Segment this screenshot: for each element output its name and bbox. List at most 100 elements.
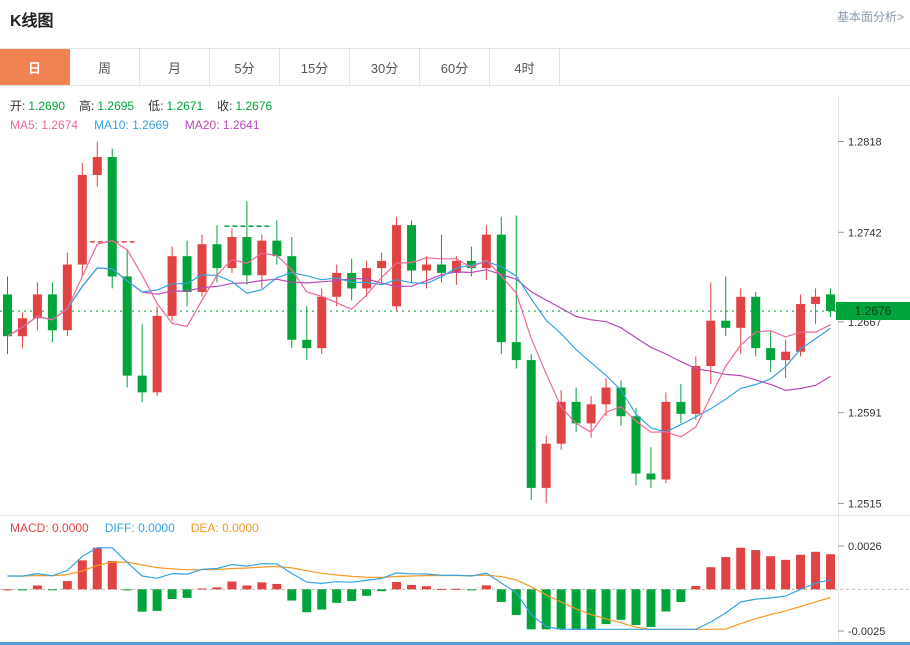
tab-month[interactable]: 月 [140, 49, 210, 85]
candle [92, 157, 102, 175]
macd-bar [212, 587, 222, 590]
ma10-label: MA10: [94, 118, 129, 132]
macd-bar [436, 588, 446, 590]
tab-day[interactable]: 日 [0, 49, 70, 85]
main-chart-area: 1.2818 1.2742 1.2667 1.2591 1.2515 开: 1.2690 高… [0, 87, 910, 515]
tab-week[interactable]: 周 [70, 49, 140, 85]
macd-bar [32, 585, 42, 590]
candle [541, 443, 551, 488]
ohlc-readout: 开: 1.2690 高: 1.2695 低: 1.2671 收: 1.2676 [10, 97, 286, 114]
macd-bar [407, 584, 417, 590]
candle [631, 416, 641, 474]
candle [481, 234, 491, 269]
tab-5min[interactable]: 5分 [210, 49, 280, 85]
y-axis-label: 1.2818 [848, 137, 882, 149]
candle [616, 387, 626, 417]
macd-bar [107, 561, 117, 590]
macd-chart[interactable]: 0.0026 -0.0025 [0, 516, 910, 645]
candles [2, 141, 836, 504]
macd-bar [421, 586, 431, 590]
candle [706, 320, 716, 367]
tab-60min[interactable]: 60分 [420, 49, 490, 85]
ma5-value: 1.2674 [41, 118, 79, 132]
candle [601, 387, 611, 405]
candle [287, 256, 297, 340]
candle [107, 157, 117, 277]
candle [122, 276, 132, 376]
ma5-label: MA5: [10, 118, 39, 132]
macd-bar [317, 589, 327, 610]
macd-bar [287, 589, 297, 601]
candle [766, 348, 776, 361]
y-axis-label: 1.2591 [848, 408, 882, 420]
candle [586, 404, 596, 424]
candle [511, 342, 521, 361]
bottom-scrollbar[interactable] [0, 642, 910, 645]
candle [407, 225, 417, 271]
macd-bar [811, 551, 821, 590]
tab-15min[interactable]: 15分 [280, 49, 350, 85]
macd-bar [706, 567, 716, 590]
candle [62, 264, 72, 331]
low-value: 1.2671 [166, 99, 204, 113]
macd-bar [242, 585, 252, 590]
candle [32, 294, 42, 319]
macd-label: MACD: [10, 521, 49, 535]
candle [721, 320, 731, 328]
macd-bar [601, 589, 611, 625]
diff-value: 0.0000 [138, 521, 175, 535]
macd-bar [47, 589, 57, 591]
ma5-line [7, 239, 831, 438]
candle [571, 401, 581, 424]
macd-bar [451, 588, 461, 590]
candle [347, 272, 357, 289]
candle [811, 296, 821, 304]
timeframe-tabs: 日周月 5分 15分 30分 60分 4时 [0, 48, 910, 86]
candle [556, 401, 566, 444]
y-axis-label: 1.2515 [848, 498, 882, 510]
macd-bar [302, 589, 312, 613]
candle [47, 294, 57, 331]
macd-bar [736, 547, 746, 590]
candle [796, 303, 806, 352]
candle [257, 240, 267, 276]
last-price-badge: 1.2676 [836, 302, 910, 321]
candle [77, 174, 87, 265]
macd-bar [691, 585, 701, 590]
candle [436, 264, 446, 273]
candle [691, 366, 701, 414]
macd-bar [586, 589, 596, 630]
page-title: K线图 [10, 13, 54, 30]
macd-bar [167, 589, 177, 600]
macd-panel: 0.0026 -0.0025 MACD: 0.0000 DIFF: 0.0000 DE… [0, 515, 910, 645]
macd-bars [2, 547, 836, 630]
macd-bar [496, 589, 506, 602]
macd-readout: MACD: 0.0000 DIFF: 0.0000 DEA: 0.0000 [10, 521, 275, 535]
macd-bar [616, 589, 626, 620]
macd-bar [332, 589, 342, 603]
macd-bar [77, 560, 87, 590]
candle [526, 360, 536, 488]
fundamental-analysis-link[interactable]: 基本面分析> [836, 10, 904, 24]
dea-value: 0.0000 [222, 521, 259, 535]
open-value: 1.2690 [28, 99, 66, 113]
macd-bar [751, 550, 761, 590]
tab-30min[interactable]: 30分 [350, 49, 420, 85]
ma-readout: MA5: 1.2674 MA10: 1.2669 MA20: 1.2641 [10, 118, 276, 132]
ma10-value: 1.2669 [132, 118, 169, 132]
macd-bar [646, 589, 656, 627]
macd-bar [92, 547, 102, 590]
close-label: 收: [217, 99, 233, 113]
diff-line [7, 547, 831, 630]
macd-bar [392, 581, 402, 590]
macd-bar [511, 589, 521, 616]
candle [182, 256, 192, 292]
candle [242, 237, 252, 276]
ma10-line [7, 260, 831, 433]
tab-4hour[interactable]: 4时 [490, 49, 560, 85]
macd-bar [122, 589, 132, 591]
low-label: 低: [148, 99, 164, 113]
candle [781, 351, 791, 361]
candle [167, 256, 177, 316]
